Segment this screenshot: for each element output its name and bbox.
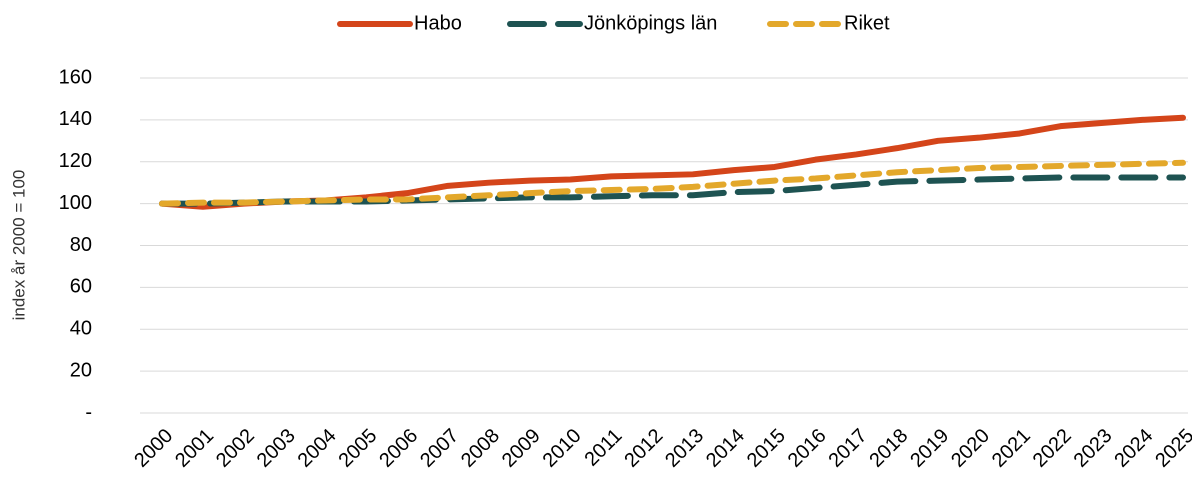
- x-tick-label: 2025: [1151, 425, 1192, 472]
- x-tick-label: 2016: [784, 425, 831, 472]
- y-axis-label: index år 2000 = 100: [9, 170, 28, 321]
- y-tick-label: 120: [59, 150, 92, 172]
- x-tick-label: 2020: [947, 425, 994, 472]
- x-tick-label: 2000: [130, 425, 177, 472]
- x-tick-label: 2001: [171, 425, 218, 472]
- y-tick-label: -: [85, 401, 92, 423]
- x-tick-label: 2009: [498, 425, 545, 472]
- x-tick-label: 2013: [661, 425, 708, 472]
- y-tick-label: 20: [70, 359, 92, 381]
- x-tick-label: 2014: [702, 425, 749, 472]
- x-tick-label: 2017: [825, 425, 872, 472]
- y-tick-label: 40: [70, 318, 92, 340]
- x-tick-label: 2021: [988, 425, 1035, 472]
- legend-label: Riket: [844, 12, 890, 34]
- x-tick-label: 2022: [1029, 425, 1076, 472]
- x-tick-label: 2015: [743, 425, 790, 472]
- x-tick-label: 2019: [906, 425, 953, 472]
- x-tick-label: 2018: [865, 425, 912, 472]
- x-tick-label: 2007: [416, 425, 463, 472]
- legend-label: Jönköpings län: [584, 12, 717, 34]
- y-tick-label: 100: [59, 192, 92, 214]
- y-tick-label: 140: [59, 108, 92, 130]
- x-tick-label: 2008: [457, 425, 504, 472]
- series-line: [159, 159, 1186, 207]
- x-tick-label: 2002: [212, 425, 259, 472]
- x-tick-label: 2023: [1070, 425, 1117, 472]
- x-tick-label: 2006: [375, 425, 422, 472]
- legend-label: Habo: [414, 12, 462, 34]
- x-tick-label: 2011: [581, 425, 627, 471]
- y-tick-label: 80: [70, 234, 92, 256]
- x-tick-label: 2024: [1110, 425, 1157, 472]
- x-tick-label: 2010: [539, 425, 586, 472]
- x-tick-label: 2012: [620, 425, 667, 472]
- x-tick-label: 2003: [253, 425, 300, 472]
- x-tick-label: 2004: [294, 425, 341, 472]
- x-tick-label: 2005: [334, 425, 381, 472]
- y-tick-label: 60: [70, 276, 92, 298]
- y-tick-label: 160: [59, 66, 92, 88]
